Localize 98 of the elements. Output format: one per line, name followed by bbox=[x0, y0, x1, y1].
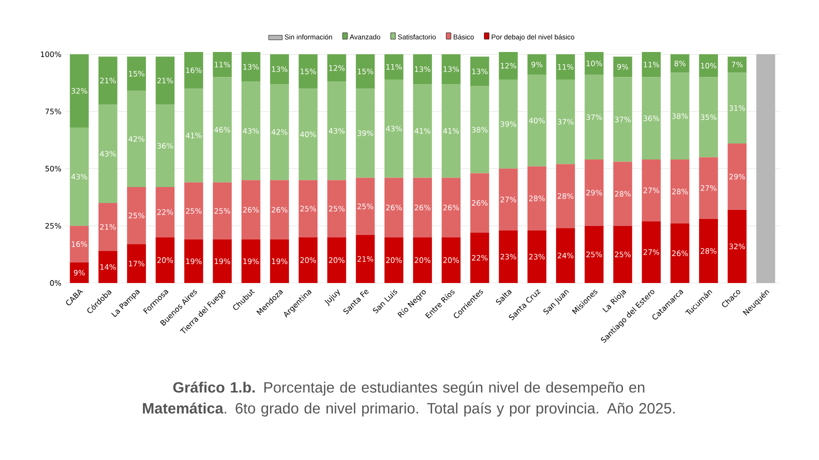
bar bbox=[728, 210, 747, 283]
bar bbox=[212, 240, 232, 283]
bar bbox=[728, 56, 747, 73]
bar bbox=[70, 54, 89, 128]
bar bbox=[498, 52, 518, 80]
bar bbox=[728, 143, 747, 210]
bar bbox=[527, 166, 546, 230]
bar bbox=[613, 162, 632, 226]
bar bbox=[413, 54, 432, 84]
bar bbox=[241, 82, 260, 180]
bar bbox=[212, 52, 232, 78]
bar bbox=[156, 237, 175, 283]
bar bbox=[670, 224, 690, 283]
bar bbox=[98, 202, 118, 251]
bar bbox=[556, 228, 575, 283]
bar bbox=[70, 226, 89, 262]
bar bbox=[413, 237, 432, 283]
bar bbox=[98, 104, 118, 203]
bar bbox=[384, 178, 404, 238]
bar bbox=[556, 54, 575, 80]
bar bbox=[413, 84, 432, 178]
bar bbox=[298, 54, 318, 89]
bar bbox=[613, 77, 632, 162]
bar bbox=[498, 230, 518, 283]
bar bbox=[556, 79, 575, 164]
bar bbox=[384, 79, 404, 178]
bar bbox=[127, 56, 146, 91]
bar bbox=[527, 230, 546, 283]
bar bbox=[699, 218, 718, 283]
bar bbox=[442, 84, 461, 178]
bar bbox=[699, 157, 718, 219]
bar bbox=[442, 237, 461, 283]
bar bbox=[356, 88, 375, 178]
bar bbox=[699, 54, 718, 78]
bar bbox=[756, 54, 776, 283]
bar bbox=[699, 77, 718, 158]
bar bbox=[270, 180, 289, 240]
bar bbox=[527, 54, 546, 75]
bar bbox=[442, 54, 461, 84]
bar bbox=[298, 237, 318, 283]
bar bbox=[356, 178, 375, 235]
bar bbox=[270, 84, 289, 180]
bar bbox=[470, 173, 490, 233]
bar bbox=[584, 226, 604, 283]
bar bbox=[327, 82, 346, 180]
bar bbox=[212, 182, 232, 240]
bar bbox=[98, 250, 118, 283]
bar bbox=[270, 240, 289, 283]
bar bbox=[127, 186, 146, 244]
bar bbox=[270, 54, 289, 84]
bar bbox=[642, 159, 661, 222]
bar bbox=[498, 168, 518, 230]
bar bbox=[470, 56, 490, 86]
bar bbox=[298, 88, 318, 180]
bar bbox=[642, 77, 661, 160]
bar bbox=[327, 180, 346, 238]
bar bbox=[212, 77, 232, 182]
bar bbox=[241, 180, 260, 240]
bar bbox=[498, 79, 518, 169]
bar bbox=[613, 226, 632, 283]
bar bbox=[384, 54, 404, 80]
bar bbox=[184, 52, 204, 89]
bar bbox=[584, 74, 604, 160]
bar bbox=[156, 104, 175, 187]
bar bbox=[384, 237, 404, 283]
bar bbox=[327, 54, 346, 82]
bar bbox=[584, 52, 604, 75]
bar bbox=[127, 90, 146, 187]
bar bbox=[670, 72, 690, 160]
bar bbox=[356, 234, 375, 283]
bar bbox=[156, 56, 175, 105]
bar bbox=[98, 56, 118, 105]
bar bbox=[156, 186, 175, 238]
bar bbox=[584, 159, 604, 226]
bar bbox=[442, 178, 461, 238]
bar bbox=[670, 54, 690, 73]
bar bbox=[184, 182, 204, 240]
bar bbox=[470, 232, 490, 283]
chart-title: Gráfico 1.b. Porcentaje de estudiantes según nivel de desempeño en Matemática. 6to grado de nivel primario. Total país y por provincia. Año 2025. bbox=[142, 382, 675, 417]
bar bbox=[70, 127, 89, 226]
bar bbox=[70, 262, 89, 283]
bar bbox=[298, 180, 318, 238]
bar bbox=[613, 56, 632, 78]
bar bbox=[556, 164, 575, 228]
bar bbox=[327, 237, 346, 283]
bar bbox=[728, 72, 747, 144]
bar bbox=[670, 159, 690, 224]
bar bbox=[127, 244, 146, 283]
bar bbox=[642, 52, 661, 78]
bar bbox=[184, 88, 204, 182]
bar bbox=[356, 54, 375, 89]
bar bbox=[527, 74, 546, 166]
bar bbox=[241, 240, 260, 283]
bar bbox=[413, 178, 432, 238]
bar bbox=[470, 86, 490, 174]
bar bbox=[184, 240, 204, 283]
bar bbox=[241, 52, 260, 82]
bar bbox=[642, 221, 661, 283]
